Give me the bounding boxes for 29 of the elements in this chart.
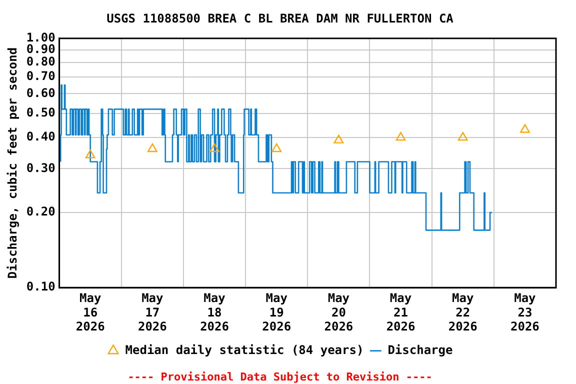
x-tick-label: May 23 2026 <box>510 290 540 334</box>
legend-label: Median daily statistic (84 years) <box>125 342 364 357</box>
x-tick-label: May 18 2026 <box>200 290 229 334</box>
point <box>334 134 344 144</box>
y-tick-label: 0.80 <box>26 54 56 69</box>
y-axis-title: Discharge, cubic feet per second <box>5 47 20 279</box>
point <box>458 132 468 141</box>
point <box>210 143 220 152</box>
y-tick-label: 0.30 <box>26 160 56 175</box>
x-tick-label: May 16 2026 <box>76 290 105 334</box>
chart-title: USGS 11088500 BREA C BL BREA DAM NR FULLERTON CA <box>106 11 454 26</box>
point <box>85 150 96 158</box>
x-tick-label: May 21 2026 <box>386 290 416 334</box>
point <box>148 143 158 152</box>
y-tick-label: 0.10 <box>26 280 56 294</box>
y-tick-label: 0.40 <box>26 130 56 144</box>
legend-label: Discharge <box>388 342 453 357</box>
x-tick-label: May 19 2026 <box>262 290 292 334</box>
x-tick-label: May 20 2026 <box>324 290 354 334</box>
y-tick-label: 0.50 <box>26 106 56 120</box>
point <box>396 132 406 141</box>
point <box>520 124 530 133</box>
x-tick-label: May 17 2026 <box>138 290 167 334</box>
y-tick-label: 0.60 <box>26 86 56 100</box>
point <box>272 143 282 152</box>
y-tick-label: 0.70 <box>26 69 56 84</box>
text: ---- Provisional Data Subject to Revision ---- <box>128 370 432 384</box>
x-tick-label: May 22 2026 <box>448 290 478 334</box>
y-tick-label: 0.20 <box>26 204 56 219</box>
